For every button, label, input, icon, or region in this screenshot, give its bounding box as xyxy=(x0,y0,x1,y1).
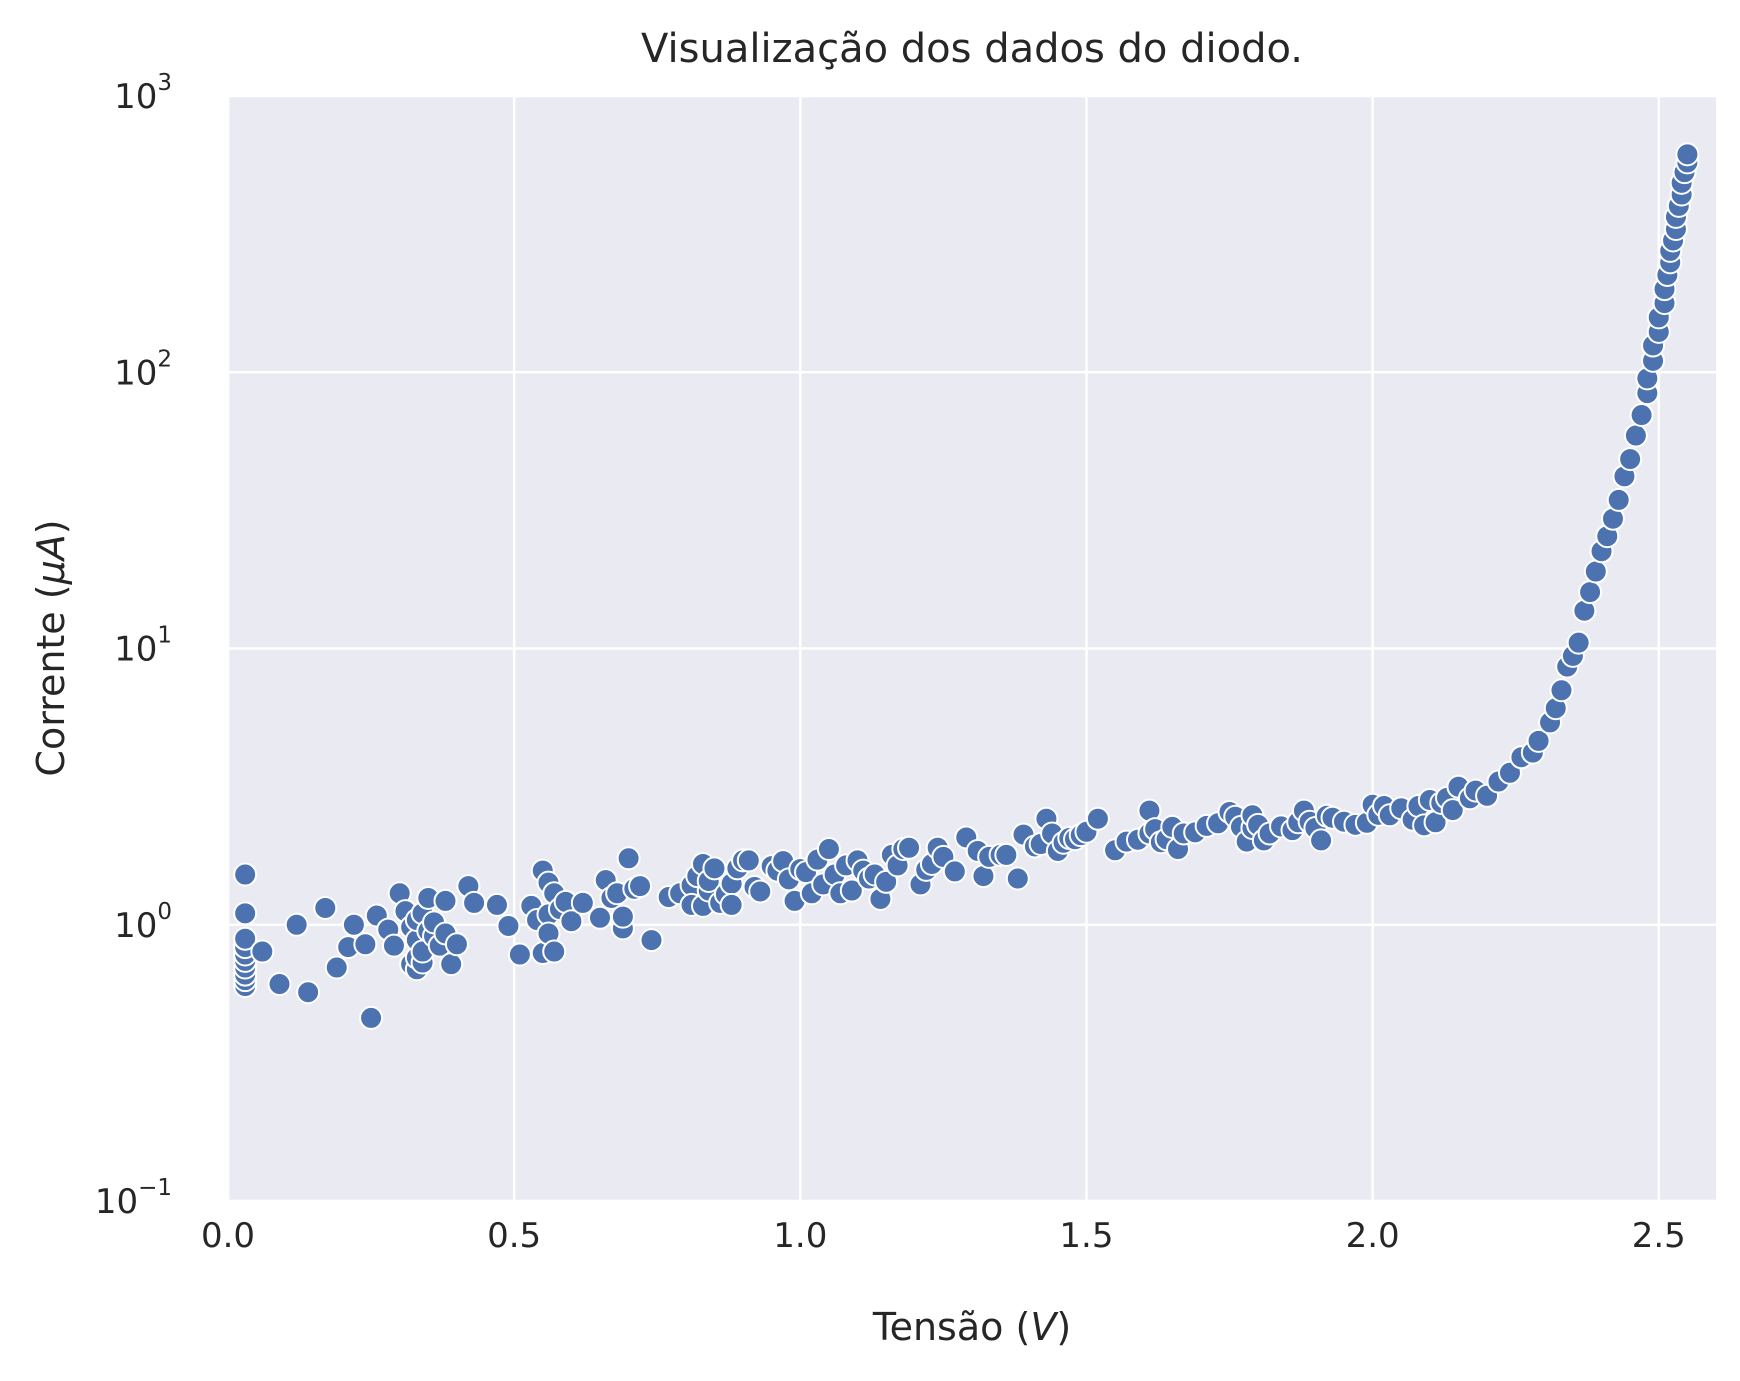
data-point xyxy=(381,933,406,958)
y-tick-label: 103 xyxy=(114,70,172,117)
data-point xyxy=(1005,866,1030,891)
data-point xyxy=(816,837,841,862)
x-tick-label: 1.0 xyxy=(773,1216,827,1256)
y-tick-label: 10−1 xyxy=(95,1175,172,1222)
data-point xyxy=(1629,403,1654,428)
data-point xyxy=(1526,728,1551,753)
x-axis-label-text: Tensão ( xyxy=(872,1305,1030,1349)
y-tick-exponent: −1 xyxy=(138,1175,172,1201)
data-point xyxy=(748,879,773,904)
data-point xyxy=(628,874,653,899)
data-point xyxy=(484,892,509,917)
data-point xyxy=(284,912,309,937)
data-point xyxy=(324,955,349,980)
gridlines xyxy=(226,94,1716,1203)
y-tick-exponent: 2 xyxy=(157,346,172,372)
y-tick-exponent: 0 xyxy=(157,899,172,925)
data-point xyxy=(639,928,664,953)
data-point xyxy=(1309,828,1334,853)
y-axis-label: Corrente (μA) xyxy=(29,519,73,776)
data-point xyxy=(313,895,338,920)
data-point xyxy=(462,890,487,915)
data-point xyxy=(736,848,761,873)
data-point xyxy=(702,856,727,881)
scatter-points xyxy=(233,142,1700,1030)
data-point xyxy=(1549,678,1574,703)
y-tick-label: 100 xyxy=(114,899,172,946)
data-point xyxy=(250,939,275,964)
data-point xyxy=(994,842,1019,867)
data-point xyxy=(1085,806,1110,831)
x-axis-label: Tensão (V) xyxy=(872,1305,1071,1349)
y-tick-base: 10 xyxy=(114,77,157,117)
data-point xyxy=(616,846,641,871)
data-point xyxy=(233,862,258,887)
data-point xyxy=(1606,487,1631,512)
data-point xyxy=(507,942,532,967)
data-point xyxy=(897,835,922,860)
data-point xyxy=(1583,559,1608,584)
data-point xyxy=(1440,798,1465,823)
data-point xyxy=(1618,447,1643,472)
chart-title: Visualização dos dados do diodo. xyxy=(641,26,1303,72)
data-point xyxy=(610,904,635,929)
y-axis-label-unit: μA xyxy=(29,534,73,585)
x-tick-label: 2.5 xyxy=(1632,1216,1686,1256)
y-tick-base: 10 xyxy=(114,906,157,946)
y-tick-base: 10 xyxy=(114,353,157,393)
data-point xyxy=(359,1005,384,1030)
data-point xyxy=(1675,142,1700,167)
data-point xyxy=(542,939,567,964)
data-point xyxy=(588,905,612,930)
y-tick-label: 102 xyxy=(114,346,172,393)
x-tick-label: 0.0 xyxy=(201,1216,255,1256)
x-tick-label: 1.5 xyxy=(1059,1216,1113,1256)
data-point xyxy=(433,888,458,913)
data-point xyxy=(233,926,258,951)
data-point xyxy=(839,878,864,903)
data-point xyxy=(1578,580,1603,605)
data-point xyxy=(267,972,292,997)
y-tick-exponent: 1 xyxy=(157,623,172,649)
data-point xyxy=(496,913,521,938)
x-tick-labels: 0.0 0.5 1.0 1.5 2.0 2.5 xyxy=(201,1216,1686,1256)
y-axis-label-close: ) xyxy=(29,519,73,534)
x-axis-label-close: ) xyxy=(1056,1305,1071,1349)
y-tick-label: 101 xyxy=(114,623,172,670)
data-point xyxy=(719,892,744,917)
data-point xyxy=(1623,423,1648,448)
data-point xyxy=(296,980,321,1005)
y-tick-base: 10 xyxy=(95,1182,138,1222)
data-point xyxy=(233,901,258,926)
data-point xyxy=(1566,630,1591,655)
y-axis-label-text: Corrente ( xyxy=(29,584,73,776)
data-point xyxy=(570,890,595,915)
data-point xyxy=(444,932,469,957)
data-point xyxy=(341,912,366,937)
y-tick-base: 10 xyxy=(114,630,157,670)
data-point xyxy=(874,869,899,894)
data-point xyxy=(942,859,967,884)
x-axis-label-unit: V xyxy=(1030,1305,1059,1349)
x-tick-label: 2.0 xyxy=(1346,1216,1400,1256)
data-point xyxy=(439,952,464,977)
x-tick-label: 0.5 xyxy=(487,1216,541,1256)
data-point xyxy=(559,909,584,934)
y-tick-exponent: 3 xyxy=(157,70,172,96)
data-point xyxy=(353,932,378,957)
